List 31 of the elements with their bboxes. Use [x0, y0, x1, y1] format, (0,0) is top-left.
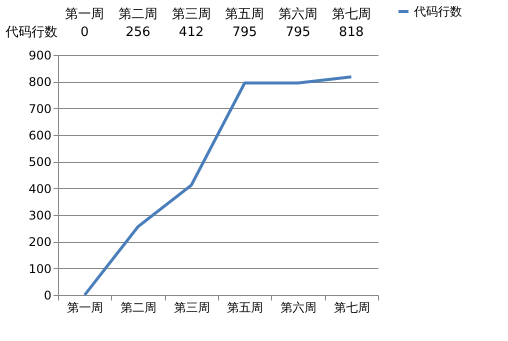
data-label: 412 — [178, 25, 204, 40]
data-label: 0 — [80, 25, 89, 40]
y-tick-label: 900 — [28, 48, 52, 62]
data-label: 795 — [286, 25, 310, 40]
x-tick-label: 第一周 — [67, 300, 104, 314]
line-series — [83, 75, 353, 296]
y-tick-label: 600 — [28, 128, 52, 142]
x-tick-label: 第三周 — [174, 300, 210, 314]
y-tick-label: 400 — [28, 182, 52, 196]
category-label: 第二周 — [118, 7, 158, 22]
x-tick-label: 第五周 — [227, 300, 264, 314]
legend-label: 代码行数 — [413, 4, 462, 18]
category-label: 第五周 — [225, 7, 264, 22]
x-tick-label: 第二周 — [120, 300, 156, 314]
category-label: 第三周 — [172, 7, 211, 22]
y-tick-label: 500 — [28, 155, 52, 170]
text: 代码行数 — [5, 25, 58, 40]
y-tick-label: 700 — [28, 102, 52, 116]
y-tick-label: 300 — [28, 208, 52, 222]
y-tick-label: 0 — [44, 288, 52, 302]
data-label: 256 — [126, 25, 150, 40]
y-tick-label: 800 — [28, 75, 52, 90]
x-tick-label: 第七周 — [334, 300, 370, 314]
data-label: 795 — [232, 25, 258, 40]
x-tick-label: 第六周 — [280, 300, 316, 314]
y-tick-label: 200 — [28, 235, 52, 250]
data-label: 818 — [338, 25, 364, 40]
category-label: 第六周 — [278, 7, 318, 22]
category-label: 第一周 — [65, 7, 104, 22]
y-tick-label: 100 — [28, 262, 52, 276]
category-label: 第七周 — [332, 7, 371, 22]
